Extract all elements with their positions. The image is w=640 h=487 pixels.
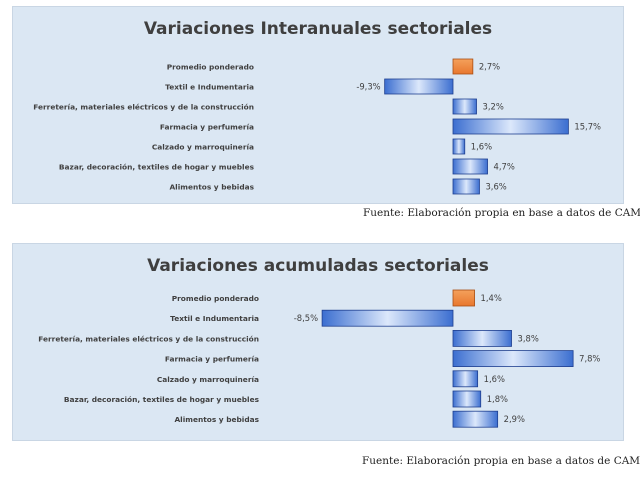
category-label: Bazar, decoración, textiles de hogar y m… [59,163,255,172]
bar [452,138,466,155]
chart-interanual: Variaciones Interanuales sectoriales Prom… [33,19,601,195]
value-label: 2,7% [479,62,500,72]
chart-title: Variaciones Interanuales sectoriales [144,19,492,39]
category-label: Ferretería, materiales eléctricos y de l… [33,103,254,112]
category-label: Farmacia y perfumería [160,123,254,132]
category-label: Bazar, decoración, textiles de hogar y m… [64,395,260,404]
category-label: Textil e Indumentaria [165,83,254,92]
source-note-acumuladas: Fuente: Elaboración propia en base a dat… [362,455,640,467]
chart-title: Variaciones acumuladas sectoriales [147,256,489,276]
chart-panel-interanual: Variaciones Interanuales sectoriales Prom… [12,6,624,204]
value-label: 3,6% [485,182,506,192]
value-label: 15,7% [574,122,601,132]
bar [452,390,482,408]
value-label: 3,2% [483,102,504,112]
category-label: Calzado y marroquinería [157,375,259,384]
bar [452,118,569,135]
value-label: 3,8% [518,333,539,343]
value-label: 1,8% [487,394,508,404]
bar-highlight [452,289,475,307]
value-label: -9,3% [356,82,380,92]
bar [452,410,499,428]
bar [321,309,454,327]
bar [452,370,479,388]
chart-panel-acumuladas: Variaciones acumuladas sectoriales Promed… [12,243,624,441]
bar [384,78,454,95]
chart-acumuladas: Variaciones acumuladas sectoriales Promed… [38,256,600,428]
value-label: 2,9% [504,414,525,424]
bar [452,330,512,347]
category-label: Farmacia y perfumería [165,355,259,364]
bar [452,98,477,115]
value-label: 1,6% [484,374,505,384]
value-label: 1,4% [481,293,502,303]
bar [452,350,574,367]
category-label: Alimentos y bebidas [174,415,259,424]
category-label: Alimentos y bebidas [169,183,254,192]
category-label: Textil e Indumentaria [170,314,259,323]
category-label: Calzado y marroquinería [152,143,254,152]
value-label: 7,8% [579,354,600,364]
source-note-interanual: Fuente: Elaboración propia en base a dat… [363,207,640,219]
category-label: Promedio ponderado [172,294,259,303]
value-label: -8,5% [294,313,318,323]
category-label: Ferretería, materiales eléctricos y de l… [38,334,259,343]
category-label: Promedio ponderado [167,63,254,72]
bar [452,158,488,175]
value-label: 4,7% [494,162,515,172]
value-label: 1,6% [471,142,492,152]
bar [452,178,480,195]
bar-highlight [452,58,474,75]
